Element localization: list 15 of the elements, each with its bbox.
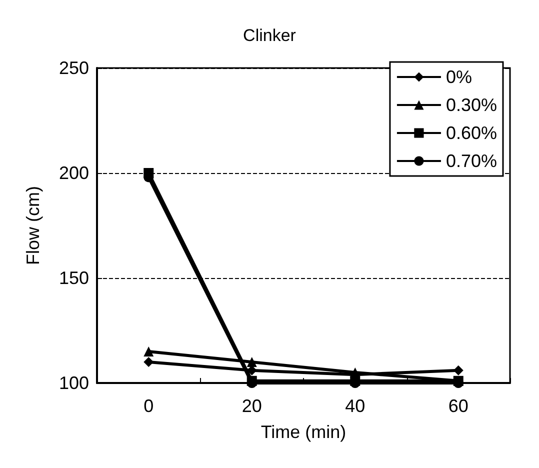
y-tick-label: 250 bbox=[58, 58, 89, 78]
chart-title: Clinker bbox=[243, 26, 296, 45]
legend-label: 0% bbox=[446, 67, 472, 87]
legend-label: 0.60% bbox=[446, 123, 498, 143]
y-tick-label: 200 bbox=[58, 163, 89, 183]
x-tick-label: 40 bbox=[345, 396, 366, 416]
legend-label: 0.70% bbox=[446, 151, 498, 171]
x-tick-label: 0 bbox=[144, 396, 154, 416]
y-axis-title: Flow (cm) bbox=[23, 186, 43, 265]
x-tick-label: 60 bbox=[448, 396, 468, 416]
y-tick-label: 100 bbox=[58, 373, 89, 393]
y-tick-label: 150 bbox=[58, 268, 89, 288]
legend-label: 0.30% bbox=[446, 95, 498, 115]
x-tick-label: 20 bbox=[242, 396, 262, 416]
x-axis-title: Time (min) bbox=[260, 422, 346, 442]
